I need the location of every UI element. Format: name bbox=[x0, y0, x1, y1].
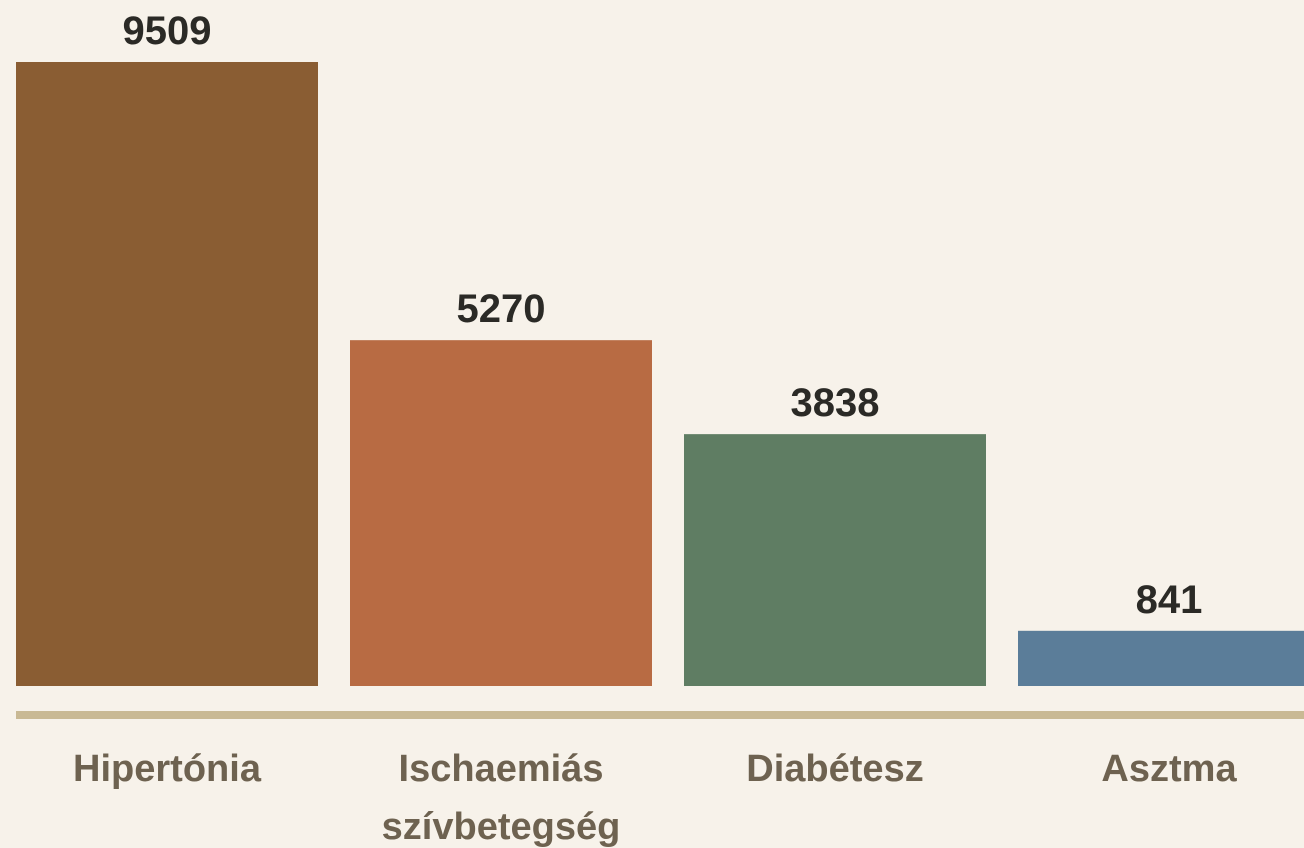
value-label: 841 bbox=[1136, 578, 1203, 622]
bar bbox=[350, 340, 652, 686]
category-label: Hipertónia bbox=[73, 748, 261, 790]
category-label: Diabétesz bbox=[746, 748, 924, 790]
baseline bbox=[16, 711, 1304, 719]
category-label: Asztma bbox=[1101, 748, 1237, 790]
bar bbox=[1018, 630, 1304, 686]
bar bbox=[684, 434, 986, 686]
value-label: 9509 bbox=[123, 9, 212, 53]
bar bbox=[16, 62, 318, 686]
value-label: 5270 bbox=[457, 287, 546, 331]
value-label: 3838 bbox=[791, 381, 880, 425]
category-label: Ischaemiás szívbetegség bbox=[381, 748, 621, 848]
